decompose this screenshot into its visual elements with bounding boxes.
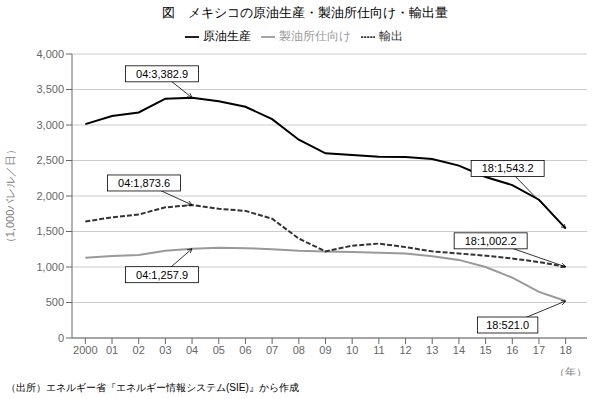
- svg-text:04:1,257.9: 04:1,257.9: [136, 269, 188, 281]
- svg-text:03: 03: [159, 344, 171, 356]
- svg-text:16: 16: [506, 344, 518, 356]
- svg-text:04:3,382.9: 04:3,382.9: [136, 68, 188, 80]
- svg-text:04: 04: [186, 344, 198, 356]
- svg-text:1,000: 1,000: [36, 261, 64, 273]
- svg-text:18:521.0: 18:521.0: [486, 319, 529, 331]
- svg-text:0: 0: [58, 332, 64, 344]
- svg-text:4,000: 4,000: [36, 48, 64, 60]
- svg-text:17: 17: [533, 344, 545, 356]
- html-text:図 メキシコの原油生産・製油所仕向け・輸出量: 図 メキシコの原油生産・製油所仕向け・輸出量: [161, 5, 448, 20]
- html-text:原油生産: 原油生産: [202, 29, 251, 43]
- svg-text:10: 10: [346, 344, 358, 356]
- svg-text:12: 12: [399, 344, 411, 356]
- svg-text:18:1,002.2: 18:1,002.2: [465, 235, 517, 247]
- svg-text:1,500: 1,500: [36, 225, 64, 237]
- svg-text:14: 14: [453, 344, 465, 356]
- svg-text:2,500: 2,500: [36, 154, 64, 166]
- svg-text:07: 07: [266, 344, 278, 356]
- svg-text:01: 01: [106, 344, 118, 356]
- svg-text:18:1,543.2: 18:1,543.2: [482, 162, 534, 174]
- svg-text:05: 05: [213, 344, 225, 356]
- svg-text:2000: 2000: [73, 344, 97, 356]
- svg-text:500: 500: [46, 296, 64, 308]
- svg-text:18: 18: [560, 344, 572, 356]
- svg-text:13: 13: [426, 344, 438, 356]
- html-text:（出所）エネルギー省『エネルギー情報システム(SIE)』から: （出所）エネルギー省『エネルギー情報システム(SIE)』から作成: [6, 382, 299, 393]
- html-text:製油所仕向け: 製油所仕向け: [278, 29, 351, 43]
- svg-text:（1,000バレル／日）: （1,000バレル／日）: [4, 144, 16, 249]
- svg-text:08: 08: [293, 344, 305, 356]
- svg-text:（年）: （年）: [554, 366, 587, 376]
- svg-text:04:1,873.6: 04:1,873.6: [118, 177, 170, 189]
- html-text:輸出: 輸出: [378, 29, 403, 43]
- svg-text:02: 02: [133, 344, 145, 356]
- svg-text:06: 06: [239, 344, 251, 356]
- svg-text:2,000: 2,000: [36, 190, 64, 202]
- svg-text:11: 11: [373, 344, 384, 356]
- svg-text:3,000: 3,000: [36, 119, 64, 131]
- svg-text:3,500: 3,500: [36, 83, 64, 95]
- svg-text:09: 09: [319, 344, 331, 356]
- svg-text:15: 15: [479, 344, 491, 356]
